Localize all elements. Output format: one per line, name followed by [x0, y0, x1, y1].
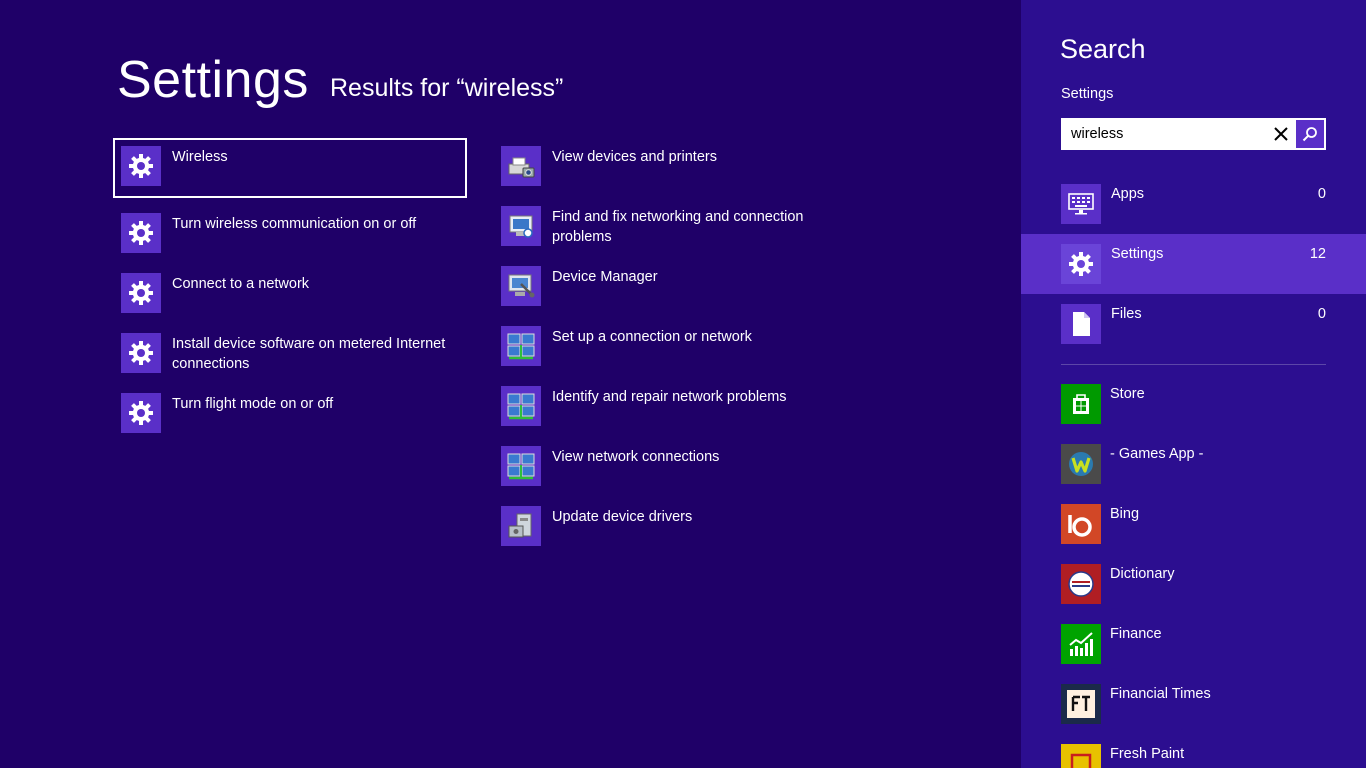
search-scope-label: Settings: [1061, 86, 1114, 102]
network-icon: [501, 446, 541, 486]
results-subtitle: Results for “wireless”: [330, 74, 564, 102]
category-label: Apps: [1111, 186, 1145, 202]
device-drivers-icon: [501, 506, 541, 546]
result-label: Turn wireless communication on or off: [172, 216, 417, 232]
app-label: Bing: [1110, 506, 1140, 522]
result-label: Device Manager: [552, 269, 658, 285]
clear-search-button[interactable]: [1266, 119, 1296, 149]
bing-icon: [1061, 504, 1101, 544]
category-apps[interactable]: Apps 0: [1021, 174, 1366, 234]
fresh-paint-icon: [1061, 744, 1101, 768]
result-identify-repair[interactable]: Identify and repair network problems: [493, 378, 853, 438]
result-label: Connect to a network: [172, 276, 310, 292]
result-label: Find and fix networking and connection p…: [552, 209, 804, 245]
financial-times-icon: [1061, 684, 1101, 724]
search-icon: [1302, 127, 1317, 142]
app-label: Finance: [1110, 626, 1162, 642]
divider: [1061, 364, 1326, 365]
app-label: Financial Times: [1110, 686, 1211, 702]
results-column-right: View devices and printers Find and fix n…: [493, 138, 853, 558]
gear-icon: [121, 333, 161, 373]
app-label: Fresh Paint: [1110, 746, 1185, 762]
results-area: Settings Results for “wireless” Wireless…: [113, 51, 853, 558]
search-input[interactable]: [1061, 118, 1266, 150]
app-games[interactable]: - Games App -: [1061, 444, 1341, 504]
result-label: View network connections: [552, 449, 720, 465]
network-icon: [501, 326, 541, 366]
result-view-network-connections[interactable]: View network connections: [493, 438, 853, 498]
result-flight-mode[interactable]: Turn flight mode on or off: [113, 385, 467, 445]
category-files[interactable]: Files 0: [1021, 294, 1366, 354]
result-label: Identify and repair network problems: [552, 389, 787, 405]
result-label: Install device software on metered Inter…: [172, 336, 446, 372]
search-box: [1061, 118, 1326, 150]
page-title: Settings: [117, 51, 309, 109]
category-settings[interactable]: Settings 12: [1021, 234, 1366, 294]
network-troubleshoot-icon: [501, 206, 541, 246]
result-find-fix-networking[interactable]: Find and fix networking and connection p…: [493, 198, 853, 258]
dictionary-icon: [1061, 564, 1101, 604]
network-icon: [501, 386, 541, 426]
category-label: Files: [1111, 306, 1142, 322]
gear-icon: [1061, 244, 1101, 284]
app-label: - Games App -: [1110, 446, 1204, 462]
printer-camera-icon: [501, 146, 541, 186]
search-pane: Search Settings Apps 0 Settings 12 Files…: [1021, 0, 1366, 768]
result-turn-wireless-communication[interactable]: Turn wireless communication on or off: [113, 205, 467, 265]
result-install-device-software[interactable]: Install device software on metered Inter…: [113, 325, 467, 385]
app-label: Dictionary: [1110, 566, 1175, 582]
search-go-button[interactable]: [1296, 120, 1324, 148]
store-icon: [1061, 384, 1101, 424]
games-app-icon: [1061, 444, 1101, 484]
search-pane-title: Search: [1060, 34, 1146, 64]
result-view-devices-printers[interactable]: View devices and printers: [493, 138, 853, 198]
app-store[interactable]: Store: [1061, 384, 1341, 444]
gear-icon: [121, 393, 161, 433]
result-wireless[interactable]: Wireless: [113, 138, 467, 198]
result-label: Turn flight mode on or off: [172, 396, 334, 412]
gear-icon: [121, 273, 161, 313]
category-label: Settings: [1111, 246, 1164, 262]
app-dictionary[interactable]: Dictionary: [1061, 564, 1341, 624]
results-column-left: Wireless Turn wireless communication on …: [113, 138, 467, 445]
result-device-manager[interactable]: Device Manager: [493, 258, 853, 318]
device-manager-icon: [501, 266, 541, 306]
app-bing[interactable]: Bing: [1061, 504, 1341, 564]
finance-icon: [1061, 624, 1101, 664]
category-count: 0: [1317, 186, 1326, 202]
category-count: 0: [1317, 306, 1326, 322]
file-icon: [1061, 304, 1101, 344]
gear-icon: [121, 146, 161, 186]
app-financial-times[interactable]: Financial Times: [1061, 684, 1341, 744]
app-fresh-paint[interactable]: Fresh Paint: [1061, 744, 1341, 768]
app-label: Store: [1110, 386, 1145, 402]
result-label: Set up a connection or network: [552, 329, 752, 345]
result-label: Update device drivers: [552, 509, 693, 525]
app-finance[interactable]: Finance: [1061, 624, 1341, 684]
result-label: Wireless: [172, 149, 228, 165]
apps-icon: [1061, 184, 1101, 224]
close-icon: [1274, 127, 1288, 141]
category-count: 12: [1309, 246, 1326, 262]
result-update-drivers[interactable]: Update device drivers: [493, 498, 853, 558]
result-setup-connection[interactable]: Set up a connection or network: [493, 318, 853, 378]
result-connect-to-network[interactable]: Connect to a network: [113, 265, 467, 325]
result-label: View devices and printers: [552, 149, 717, 165]
gear-icon: [121, 213, 161, 253]
